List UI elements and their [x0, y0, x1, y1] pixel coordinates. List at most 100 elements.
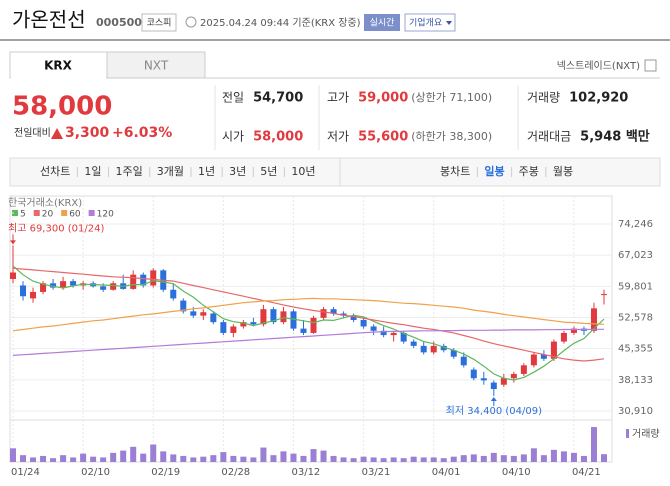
control-item[interactable]: 1주일: [116, 164, 143, 178]
company-info-button[interactable]: [404, 13, 456, 32]
volume-bar: [220, 452, 227, 462]
volume-bar: [420, 457, 427, 462]
candle-body: [520, 365, 527, 374]
candle-body: [190, 311, 197, 316]
volume-bar: [550, 449, 557, 462]
volume-bar: [260, 447, 267, 462]
volume-bar: [200, 456, 207, 462]
candle-body: [410, 341, 417, 346]
candle-body: [330, 309, 337, 314]
volume-bar: [110, 452, 117, 462]
volume-bar: [540, 455, 547, 462]
candle-body: [300, 328, 307, 333]
volume-bar: [440, 458, 447, 462]
volume-bar: [490, 452, 497, 462]
control-item[interactable]: 일봉: [484, 164, 504, 178]
y-tick-label: 45,355: [618, 344, 653, 355]
stat-label: 거래대금: [527, 130, 571, 144]
y-tick-label: 74,246: [618, 219, 653, 230]
x-tick-label: 02/10: [81, 467, 110, 478]
volume-bar: [360, 456, 367, 462]
volume-bar: [70, 457, 77, 462]
control-item[interactable]: 3년: [229, 165, 246, 178]
volume-bar: [330, 455, 337, 462]
control-item[interactable]: 선차트: [40, 165, 70, 178]
y-tick-label: 52,578: [618, 312, 653, 323]
candle-body: [60, 281, 67, 288]
volume-bar: [90, 456, 97, 462]
candle-body: [440, 345, 447, 351]
control-item[interactable]: 월봉: [553, 165, 573, 178]
x-tick-label: 02/19: [151, 467, 180, 478]
stat-value: 58,000: [253, 130, 303, 145]
tab-nxt[interactable]: [106, 51, 206, 79]
stock-name: 가온전선: [12, 8, 86, 32]
ma-line: [12, 297, 605, 332]
volume-bar: [270, 455, 277, 462]
realtime[interactable]: 실시간: [370, 18, 395, 29]
control-item[interactable]: 봉차트: [440, 165, 470, 178]
volume-bar: [40, 455, 47, 462]
company-info[interactable]: 기업개요: [409, 18, 442, 29]
tab-label[interactable]: KRX: [44, 59, 73, 73]
legend-label: 120: [97, 210, 114, 220]
volume-bar: [160, 451, 167, 462]
control-item[interactable]: 3개월: [157, 165, 184, 178]
ma-line: [12, 267, 605, 362]
tab-label[interactable]: NXT: [144, 59, 169, 73]
candle-body: [40, 283, 47, 292]
current-price: 58,000: [12, 92, 112, 122]
y-tick-label: 38,133: [618, 375, 653, 386]
candle-body: [310, 317, 317, 333]
volume-bar: [10, 448, 16, 462]
change-rate: +6.03%: [112, 125, 172, 141]
candle-body: [370, 326, 377, 331]
volume-bar: [190, 457, 197, 462]
volume-bar: [510, 455, 517, 462]
candle-body: [360, 319, 367, 327]
help-icon[interactable]: [644, 59, 657, 72]
arrow-head: [10, 240, 16, 245]
volume-bar: [470, 454, 477, 462]
market: 코스피: [147, 18, 172, 29]
volume-bar: [530, 448, 537, 462]
volume-bar: [410, 456, 417, 462]
candle-body: [10, 272, 16, 279]
volume-bar: [380, 458, 387, 462]
x-tick-label: 03/12: [291, 467, 320, 478]
volume-bar: [430, 457, 437, 462]
control-item[interactable]: 1년: [198, 165, 215, 178]
candle-body: [110, 283, 117, 290]
volume-bar: [340, 457, 347, 462]
volume-bar: [230, 455, 237, 462]
candle-body: [100, 286, 107, 290]
volume-bar: [300, 455, 307, 462]
x-tick-label: 04/21: [572, 467, 601, 478]
stat-note: (하한가 38,300): [411, 129, 492, 143]
y-tick-label: 30,910: [618, 406, 653, 417]
stat-label: 거래량: [527, 91, 560, 105]
legend-label: 20: [42, 210, 54, 220]
control-item[interactable]: 10년: [291, 165, 315, 178]
realtime-badge[interactable]: [364, 14, 400, 31]
candle-body: [390, 332, 397, 336]
candle-body: [570, 328, 577, 333]
volume-bar: [520, 454, 527, 462]
candle-body: [450, 350, 457, 357]
control-item[interactable]: 주봉: [519, 165, 539, 178]
candle-body: [540, 354, 547, 359]
stat-value: 5,948 백만: [580, 129, 650, 145]
candle-body: [240, 322, 247, 327]
volume-bar: [310, 449, 317, 462]
control-item[interactable]: 1일: [84, 164, 101, 178]
stat-label: 전일: [222, 91, 244, 105]
x-tick-label: 02/28: [221, 467, 250, 478]
control-item[interactable]: 5년: [260, 165, 277, 178]
volume-bar: [580, 455, 587, 462]
volume-bar: [100, 457, 107, 462]
tab-krx[interactable]: [9, 51, 108, 79]
x-tick-label: 01/24: [11, 467, 40, 478]
volume-bar: [560, 451, 567, 462]
volume-bar: [320, 450, 327, 462]
